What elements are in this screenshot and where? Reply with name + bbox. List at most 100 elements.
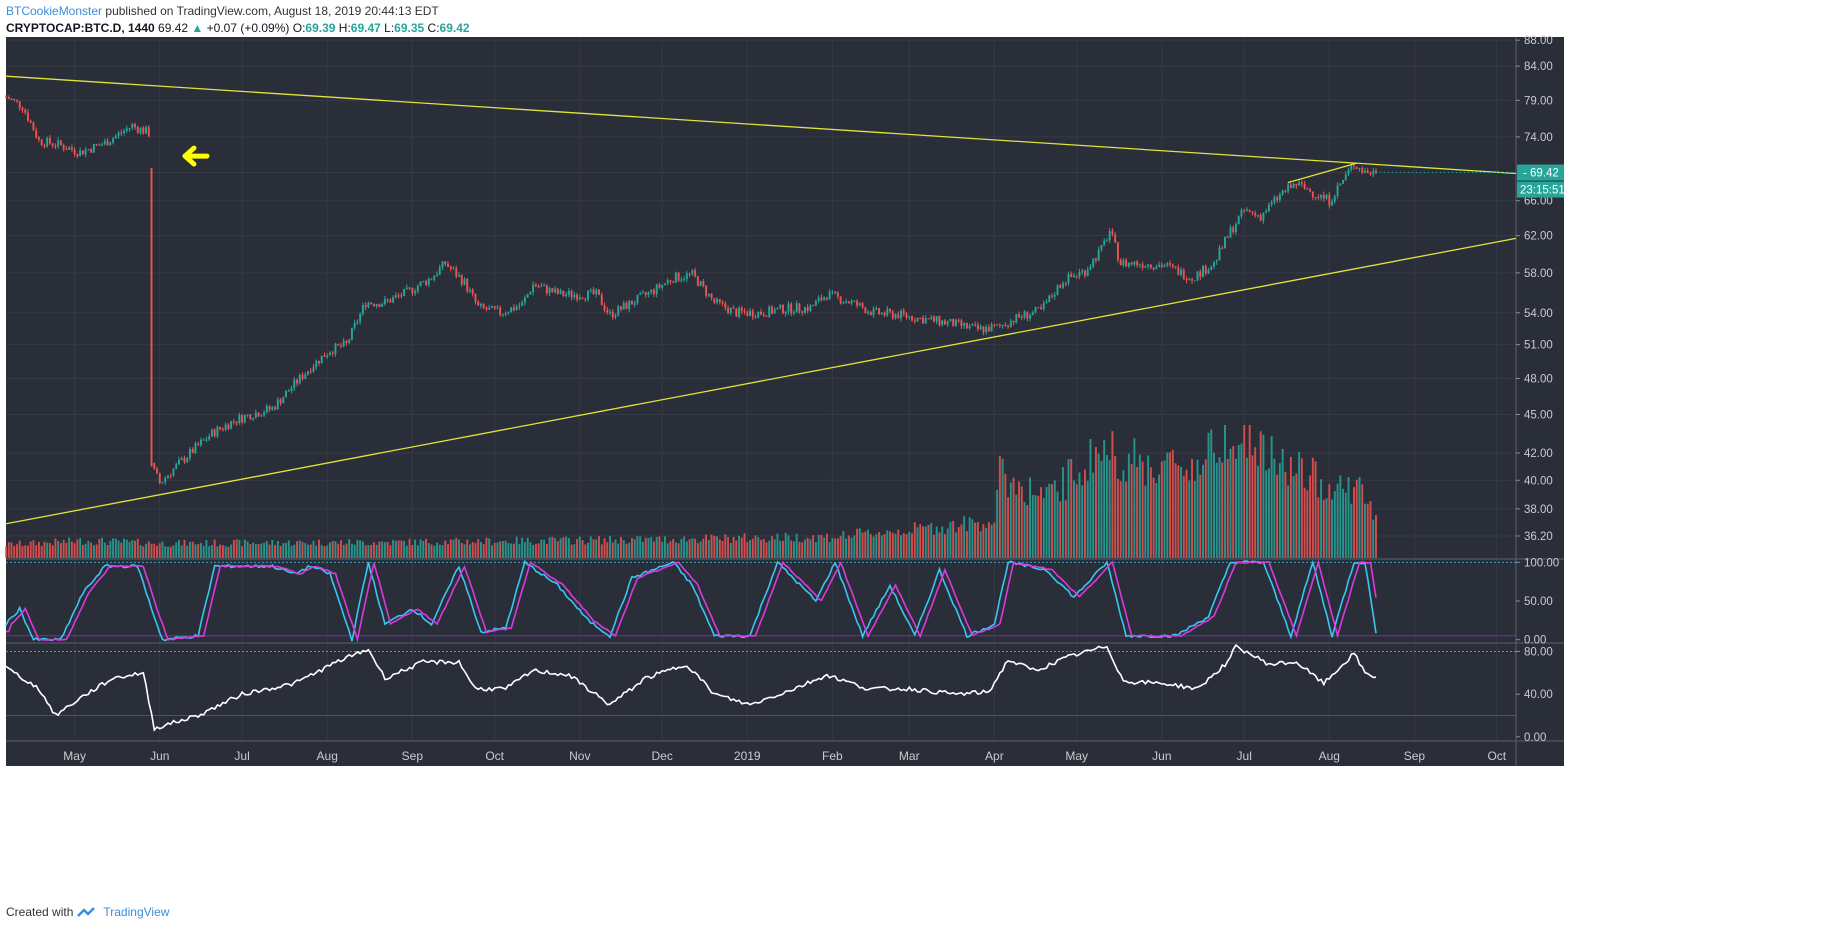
candle bbox=[1169, 263, 1172, 265]
volume-bar bbox=[609, 535, 611, 558]
candle bbox=[1215, 260, 1218, 262]
volume-bar bbox=[716, 536, 719, 558]
trendlines[interactable] bbox=[5, 75, 1517, 525]
candle bbox=[1103, 240, 1106, 246]
candle bbox=[762, 314, 765, 316]
candle bbox=[1292, 183, 1295, 189]
axes: 88.00 84.00 79.00 74.00 66.00 62.00 58.00 54.00… bbox=[63, 35, 1564, 763]
candle bbox=[153, 463, 156, 469]
candle bbox=[455, 268, 458, 277]
volume-bar bbox=[161, 541, 164, 558]
candle bbox=[1311, 191, 1314, 197]
candle bbox=[576, 294, 579, 300]
candle bbox=[1270, 202, 1273, 205]
candle bbox=[633, 303, 636, 305]
volume-bar bbox=[1213, 452, 1215, 558]
candle bbox=[696, 276, 699, 286]
candle bbox=[1191, 279, 1193, 281]
volume-bar bbox=[1114, 456, 1117, 558]
time-tick-label: Apr bbox=[985, 749, 1004, 763]
volume-bar bbox=[1240, 443, 1243, 558]
candle bbox=[257, 412, 260, 417]
candle bbox=[974, 324, 977, 326]
author-link[interactable]: BTCookieMonster bbox=[6, 4, 103, 18]
candle bbox=[702, 281, 705, 286]
volume-bar bbox=[1328, 484, 1331, 558]
candle bbox=[515, 306, 518, 310]
volume-bar bbox=[795, 533, 798, 558]
candle bbox=[238, 415, 241, 424]
candle bbox=[1111, 231, 1114, 235]
volume-bar bbox=[427, 543, 430, 558]
volume-bar bbox=[474, 543, 477, 558]
volume-bar bbox=[1303, 487, 1306, 558]
volume-bar bbox=[1185, 469, 1188, 558]
candle bbox=[1240, 210, 1243, 217]
candle bbox=[128, 127, 131, 129]
volume-bar bbox=[1224, 425, 1226, 558]
volume-bar bbox=[309, 544, 312, 558]
candle bbox=[853, 300, 856, 302]
time-tick-label: Jun bbox=[1152, 749, 1171, 763]
volume-bar bbox=[979, 531, 982, 558]
ohlc-header: CRYPTOCAP:BTC.D, 1440 69.42 ▲ +0.07 (+0.… bbox=[6, 21, 470, 35]
volume-bar bbox=[1256, 465, 1259, 558]
candle bbox=[202, 439, 205, 441]
candle bbox=[1218, 247, 1221, 261]
candle bbox=[1171, 264, 1174, 267]
candle bbox=[952, 318, 955, 327]
tradingview-link[interactable]: TradingView bbox=[103, 905, 170, 919]
candle bbox=[1289, 184, 1292, 189]
volume-bar bbox=[1174, 463, 1177, 558]
volume-bar bbox=[943, 534, 946, 558]
candle bbox=[592, 289, 595, 295]
volume-bar bbox=[641, 541, 644, 558]
volume-bar bbox=[501, 541, 504, 558]
volume-bar bbox=[76, 539, 79, 558]
candle bbox=[400, 295, 403, 297]
volume-bar bbox=[452, 539, 455, 558]
volume-bar bbox=[1289, 456, 1292, 558]
volume-bar bbox=[1037, 495, 1040, 558]
candle bbox=[375, 304, 378, 307]
volume-bar bbox=[578, 536, 581, 558]
volume-bar bbox=[268, 544, 271, 558]
volume-bar bbox=[235, 539, 238, 558]
volume-bar bbox=[1353, 487, 1355, 558]
candle bbox=[274, 407, 277, 410]
candle bbox=[1023, 311, 1026, 318]
price-tick-label: 38.00 bbox=[1524, 504, 1553, 516]
candle bbox=[1105, 240, 1108, 242]
volume-bar bbox=[24, 545, 27, 558]
volume-bar bbox=[729, 543, 732, 558]
rsi-pane: 80.00 40.00 0.00 bbox=[5, 643, 1553, 744]
volume-bar bbox=[449, 539, 452, 558]
candle bbox=[1229, 227, 1232, 238]
candle bbox=[1114, 234, 1117, 243]
volume-bar bbox=[1018, 481, 1021, 558]
candle bbox=[482, 303, 485, 308]
volume-bar bbox=[1248, 425, 1251, 558]
candle bbox=[823, 297, 826, 301]
candle bbox=[18, 101, 21, 108]
volume-bar bbox=[1254, 447, 1257, 558]
volume-bar bbox=[633, 539, 636, 558]
candle bbox=[493, 306, 496, 309]
candle bbox=[254, 412, 257, 419]
volume-bar bbox=[1369, 501, 1372, 558]
candle bbox=[205, 439, 208, 441]
candle bbox=[562, 290, 565, 296]
volume-bar bbox=[565, 536, 568, 558]
volume-bar bbox=[534, 543, 537, 558]
countdown-tag bbox=[1517, 181, 1564, 198]
high-label: H: bbox=[338, 21, 351, 35]
volume-bar bbox=[504, 540, 507, 558]
candle bbox=[447, 264, 449, 267]
candle bbox=[1174, 266, 1177, 268]
candle bbox=[221, 429, 224, 431]
candle bbox=[927, 318, 930, 320]
volume-bar bbox=[1067, 459, 1070, 558]
volume-bar bbox=[1344, 492, 1347, 558]
volume-bar bbox=[1125, 481, 1128, 558]
